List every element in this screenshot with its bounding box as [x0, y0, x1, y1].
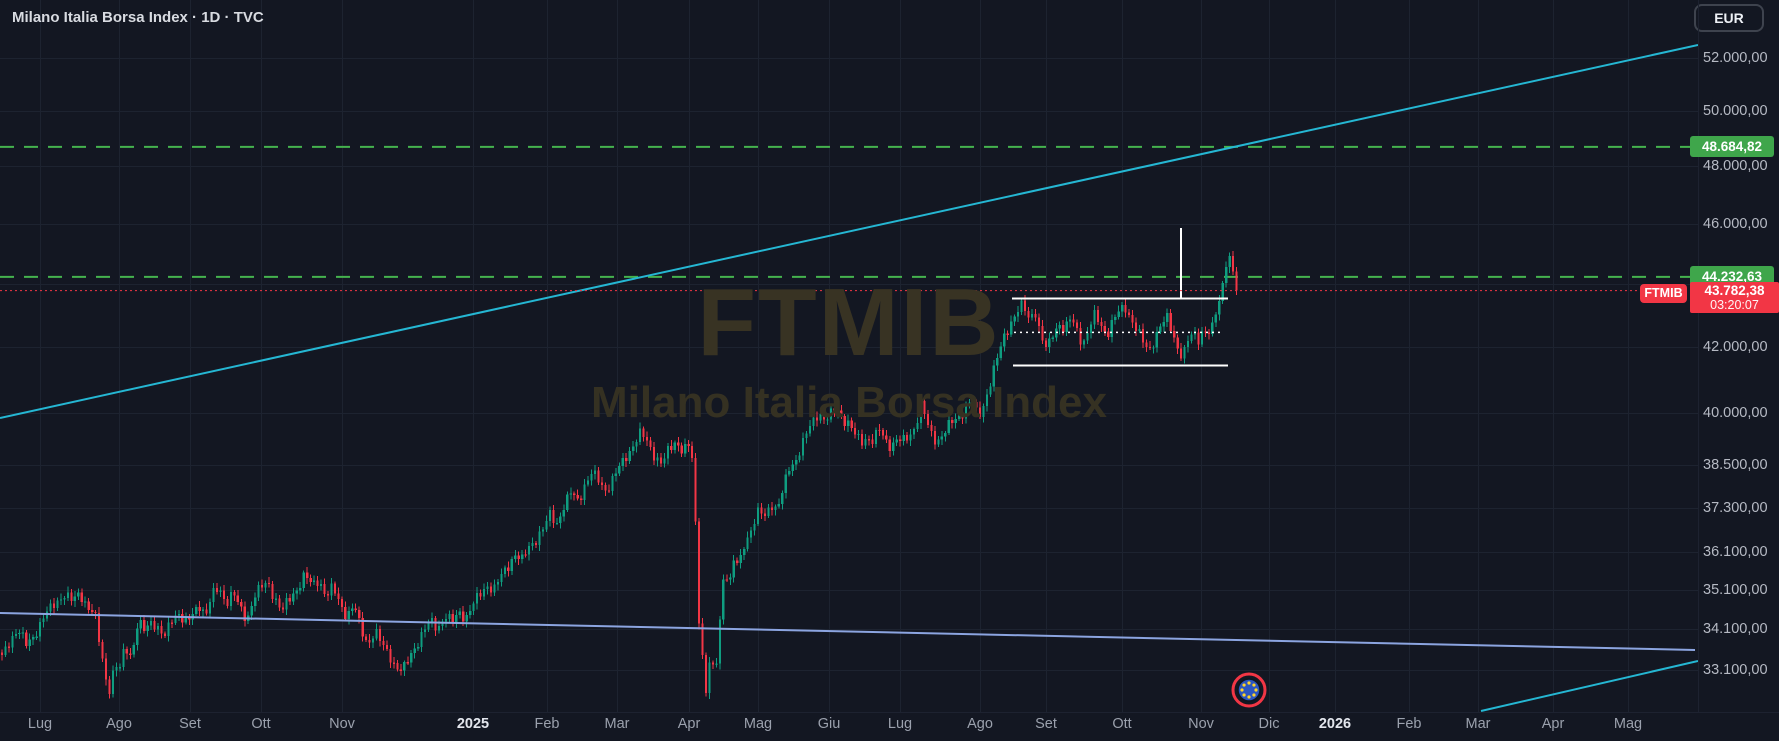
- price-axis-label: 35.100,00: [1703, 582, 1768, 599]
- time-axis-month-label: Dic: [1258, 716, 1280, 732]
- alert-lines-layer[interactable]: [0, 145, 1698, 278]
- currency-button[interactable]: EUR: [1694, 4, 1764, 32]
- time-axis-month-label: Nov: [1188, 716, 1214, 732]
- last-price-value: 43.782,38: [1704, 282, 1765, 298]
- time-axis-month-label: Mag: [1613, 716, 1643, 732]
- eu-flag-event-icon[interactable]: [1231, 672, 1267, 708]
- candles-layer: [0, 251, 1238, 699]
- time-axis-month-label: Lug: [27, 716, 53, 732]
- time-axis-month-label: Apr: [677, 716, 701, 732]
- symbol-price-tag: FTMIB: [1640, 283, 1687, 303]
- time-axis-month-label: Apr: [1541, 716, 1565, 732]
- price-axis-label: 37.300,00: [1703, 499, 1768, 516]
- time-axis-month-label: Feb: [1396, 716, 1422, 732]
- time-axis-border: [0, 712, 1779, 713]
- time-axis-month-label: Mag: [743, 716, 773, 732]
- price-axis-border: [1698, 0, 1699, 712]
- price-axis-label: 36.100,00: [1703, 544, 1768, 561]
- time-axis-month-label: Mar: [604, 716, 630, 732]
- trendlines-layer[interactable]: [0, 44, 1698, 712]
- price-axis-label: 33.100,00: [1703, 661, 1768, 678]
- trendline-baseline: [0, 612, 1696, 651]
- time-axis-month-label: Set: [179, 716, 201, 732]
- time-axis-month-label: Giu: [817, 716, 841, 732]
- time-axis-month-label: Nov: [329, 716, 355, 732]
- price-axis-label: 42.000,00: [1703, 339, 1768, 355]
- price-axis-label: 38.500,00: [1703, 456, 1768, 473]
- time-axis-month-label: Mar: [1465, 716, 1491, 732]
- time-axis-year-label: 2026: [1318, 716, 1352, 732]
- last-price-label: 43.782,38 03:20:07: [1690, 281, 1779, 313]
- time-axis-month-label: Ago: [106, 716, 132, 732]
- price-axis-label: 34.100,00: [1703, 621, 1768, 638]
- price-axis-label: 48.000,00: [1703, 158, 1768, 175]
- price-axis-label: 50.000,00: [1703, 102, 1768, 119]
- price-axis-label: 46.000,00: [1703, 215, 1768, 232]
- price-axis-label: 52.000,00: [1703, 49, 1768, 66]
- time-axis-month-label: Ago: [967, 716, 993, 732]
- white-drawings-layer[interactable]: [1012, 228, 1228, 367]
- alert-price-label[interactable]: 48.684,82: [1690, 136, 1774, 158]
- time-axis-month-label: Set: [1035, 716, 1057, 732]
- time-axis-month-label: Ott: [1112, 716, 1132, 732]
- trendline-lower-channel: [1480, 660, 1698, 712]
- time-axis-month-label: Lug: [887, 716, 913, 732]
- time-axis-month-label: Feb: [534, 716, 560, 732]
- time-axis-year-label: 2025: [456, 716, 490, 732]
- grid-layer: [0, 0, 1698, 712]
- price-axis-label: 40.000,00: [1703, 405, 1768, 422]
- trendline-upper-channel: [0, 44, 1698, 419]
- bar-countdown: 03:20:07: [1710, 297, 1759, 312]
- time-axis-month-label: Ott: [251, 716, 271, 732]
- eu-flag-icon: [1231, 672, 1267, 708]
- symbol-legend-title[interactable]: Milano Italia Borsa Index · 1D · TVC: [12, 9, 264, 26]
